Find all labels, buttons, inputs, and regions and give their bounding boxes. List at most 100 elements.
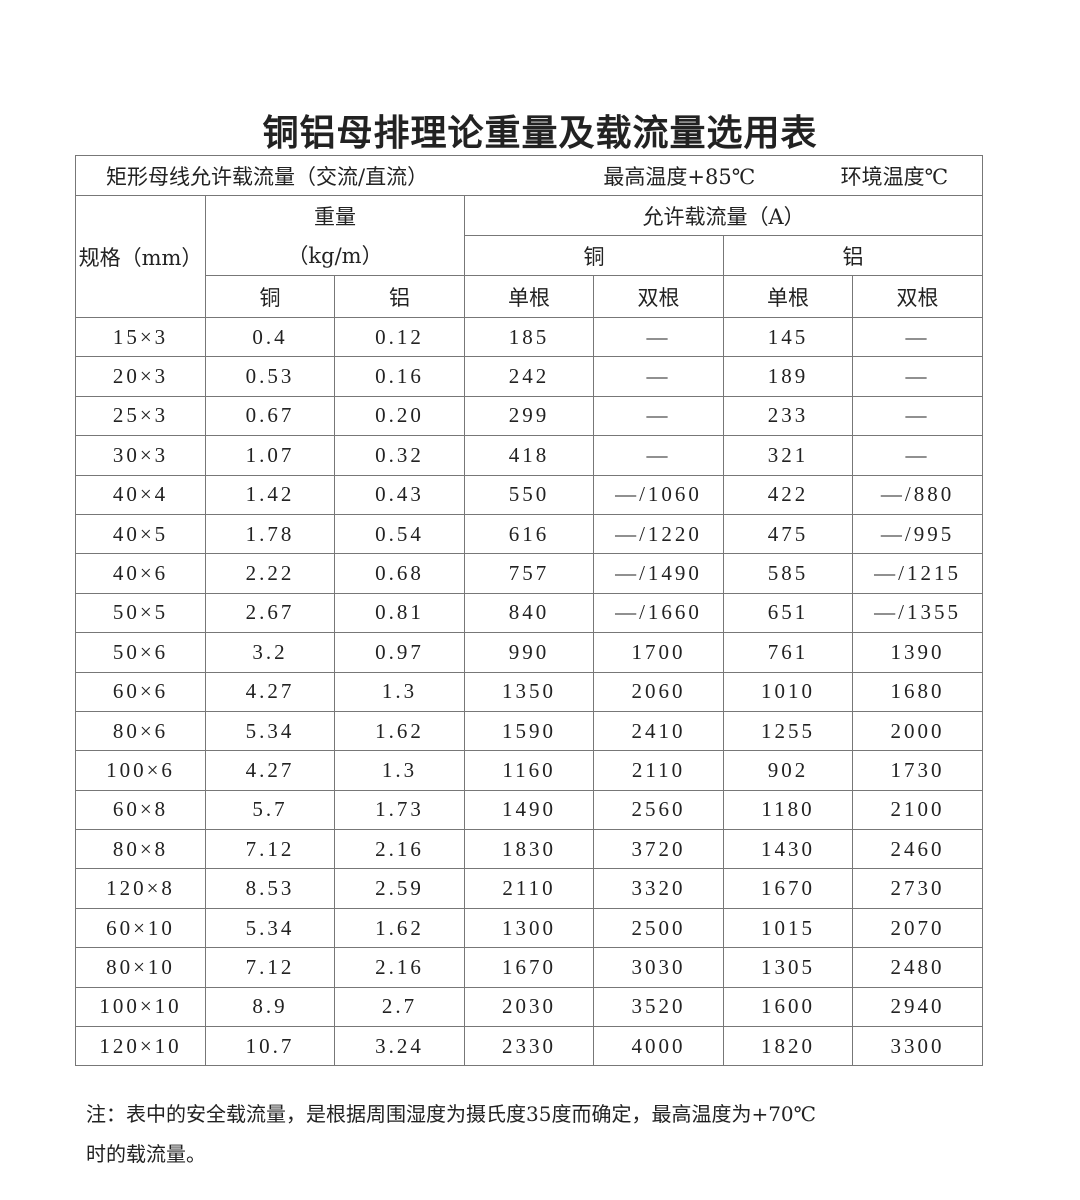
table-row: 120×8 8.53 2.59 2110 3320 1670 2730 bbox=[75, 868, 984, 909]
copper-single-cell: 299 bbox=[464, 395, 594, 437]
weight-aluminum-cell: 1.62 bbox=[334, 710, 465, 752]
copper-double-cell: 3030 bbox=[593, 947, 724, 988]
table-row: 100×10 8.9 2.7 2030 3520 1600 2940 bbox=[75, 986, 984, 1028]
table-row: 25×3 0.67 0.20 299—233— bbox=[75, 395, 984, 437]
table-row: 20×3 0.53 0.16 242—189— bbox=[75, 356, 984, 397]
aluminum-single-cell: 651 bbox=[723, 592, 853, 634]
weight-copper-cell: 2.67 bbox=[205, 592, 335, 634]
copper-double-cell: — bbox=[593, 316, 724, 358]
weight-aluminum-cell: 1.3 bbox=[334, 750, 465, 791]
copper-double-cell: 1700 bbox=[593, 632, 724, 673]
copper-single-cell: 1590 bbox=[464, 710, 594, 752]
aluminum-double-cell: 2940 bbox=[851, 986, 984, 1028]
copper-double-cell: —/1660 bbox=[593, 592, 724, 634]
spec-cell: 40×5 bbox=[75, 513, 206, 555]
copper-single-cell: 1300 bbox=[464, 907, 594, 949]
spec-cell: 120×8 bbox=[75, 868, 206, 909]
weight-copper-cell: 1.78 bbox=[205, 513, 335, 555]
copper-single-cell: 185 bbox=[464, 316, 594, 358]
aluminum-double-cell: 2460 bbox=[851, 829, 984, 870]
aluminum-single-cell: 902 bbox=[723, 750, 853, 791]
weight-aluminum-cell: 2.16 bbox=[334, 947, 465, 988]
copper-current-header: 铜 bbox=[464, 235, 724, 276]
table-row: 120×10 10.7 3.24 2330 4000 1820 3300 bbox=[75, 1026, 984, 1067]
table-row: 30×3 1.07 0.32 418—321— bbox=[75, 435, 984, 476]
weight-copper-cell: 0.53 bbox=[205, 356, 335, 397]
weight-aluminum-cell: 1.73 bbox=[334, 789, 465, 831]
weight-copper-cell: 8.53 bbox=[205, 868, 335, 909]
aluminum-single-cell: 761 bbox=[723, 632, 853, 673]
aluminum-single-cell: 422 bbox=[723, 474, 853, 515]
copper-single-cell: 990 bbox=[464, 632, 594, 673]
copper-single-cell: 418 bbox=[464, 435, 594, 476]
spec-cell: 60×10 bbox=[75, 907, 206, 949]
copper-double-cell: 4000 bbox=[593, 1026, 724, 1067]
weight-copper-cell: 7.12 bbox=[205, 947, 335, 988]
weight-aluminum-cell: 0.32 bbox=[334, 435, 465, 476]
copper-double-cell: —/1220 bbox=[593, 513, 724, 555]
table-row: 50×6 3.2 0.97 990 1700 761 1390 bbox=[75, 632, 984, 673]
aluminum-single-cell: 1010 bbox=[723, 671, 853, 712]
aluminum-single-cell: 321 bbox=[723, 435, 853, 476]
aluminum-single-cell: 1670 bbox=[723, 868, 853, 909]
spec-header: 规格（mm） bbox=[75, 195, 206, 318]
aluminum-single-cell: 1430 bbox=[723, 829, 853, 870]
copper-double-cell: 2560 bbox=[593, 789, 724, 831]
spec-cell: 120×10 bbox=[75, 1026, 206, 1067]
copper-single-cell: 2110 bbox=[464, 868, 594, 909]
spec-cell: 100×6 bbox=[75, 750, 206, 791]
weight-aluminum-cell: 0.97 bbox=[334, 632, 465, 673]
weight-copper-cell: 0.4 bbox=[205, 316, 335, 358]
weight-aluminum-cell: 0.20 bbox=[334, 395, 465, 437]
copper-single-cell: 550 bbox=[464, 474, 594, 515]
weight-copper-cell: 1.07 bbox=[205, 435, 335, 476]
weight-copper-cell: 5.34 bbox=[205, 907, 335, 949]
weight-aluminum-cell: 0.12 bbox=[334, 316, 465, 358]
weight-aluminum-cell: 0.54 bbox=[334, 513, 465, 555]
weight-copper-cell: 2.22 bbox=[205, 553, 335, 594]
copper-single-cell: 242 bbox=[464, 356, 594, 397]
copper-single-cell: 1350 bbox=[464, 671, 594, 712]
ambient-temp-label: 环境温度℃ bbox=[840, 164, 949, 189]
copper-double-cell: —/1060 bbox=[593, 474, 724, 515]
aluminum-double-cell: —/880 bbox=[851, 474, 984, 515]
aluminum-double-cell: — bbox=[851, 395, 984, 437]
copper-double-cell: — bbox=[593, 435, 724, 476]
aluminum-double-cell: 2100 bbox=[851, 789, 984, 831]
aluminum-single-cell: 585 bbox=[723, 553, 853, 594]
spec-cell: 15×3 bbox=[75, 316, 206, 358]
aluminum-double-cell: — bbox=[851, 356, 984, 397]
weight-copper-cell: 4.27 bbox=[205, 750, 335, 791]
spec-cell: 25×3 bbox=[75, 395, 206, 437]
copper-single-cell: 1670 bbox=[464, 947, 594, 988]
aluminum-single-cell: 1180 bbox=[723, 789, 853, 831]
footnote: 注：表中的安全载流量，是根据周围湿度为摄氏度35度而确定，最高温度为+70℃ 时… bbox=[86, 1094, 986, 1174]
aluminum-single-cell: 1255 bbox=[723, 710, 853, 752]
busbar-current-label: 矩形母线允许载流量（交流/直流） bbox=[106, 164, 429, 189]
weight-aluminum-cell: 2.59 bbox=[334, 868, 465, 909]
table-row: 50×5 2.67 0.81 840 —/1660 651 —/1355 bbox=[75, 592, 984, 634]
weight-header: 重量 bbox=[205, 195, 465, 236]
aluminum-double-header: 双根 bbox=[851, 275, 984, 318]
copper-single-cell: 840 bbox=[464, 592, 594, 634]
footnote-line-1: 注：表中的安全载流量，是根据周围湿度为摄氏度35度而确定，最高温度为+70℃ bbox=[86, 1102, 817, 1126]
spec-cell: 50×5 bbox=[75, 592, 206, 634]
weight-copper-cell: 3.2 bbox=[205, 632, 335, 673]
copper-single-header: 单根 bbox=[464, 275, 594, 318]
aluminum-single-header: 单根 bbox=[723, 275, 853, 318]
table-row: 40×5 1.78 0.54 616 —/1220 475 —/995 bbox=[75, 513, 984, 555]
spec-cell: 50×6 bbox=[75, 632, 206, 673]
copper-single-cell: 1830 bbox=[464, 829, 594, 870]
copper-double-cell: 2060 bbox=[593, 671, 724, 712]
weight-aluminum-cell: 3.24 bbox=[334, 1026, 465, 1067]
busbar-table: 矩形母线允许载流量（交流/直流） 最高温度+85℃ 环境温度℃ 规格（mm） 重… bbox=[74, 155, 984, 1067]
aluminum-single-cell: 1305 bbox=[723, 947, 853, 988]
aluminum-single-cell: 1015 bbox=[723, 907, 853, 949]
spec-cell: 80×8 bbox=[75, 829, 206, 870]
table-row: 100×6 4.27 1.3 1160 2110 902 1730 bbox=[75, 750, 984, 791]
copper-double-header: 双根 bbox=[593, 275, 724, 318]
copper-double-cell: 3320 bbox=[593, 868, 724, 909]
weight-aluminum-cell: 1.62 bbox=[334, 907, 465, 949]
weight-aluminum-cell: 2.16 bbox=[334, 829, 465, 870]
spec-cell: 60×6 bbox=[75, 671, 206, 712]
